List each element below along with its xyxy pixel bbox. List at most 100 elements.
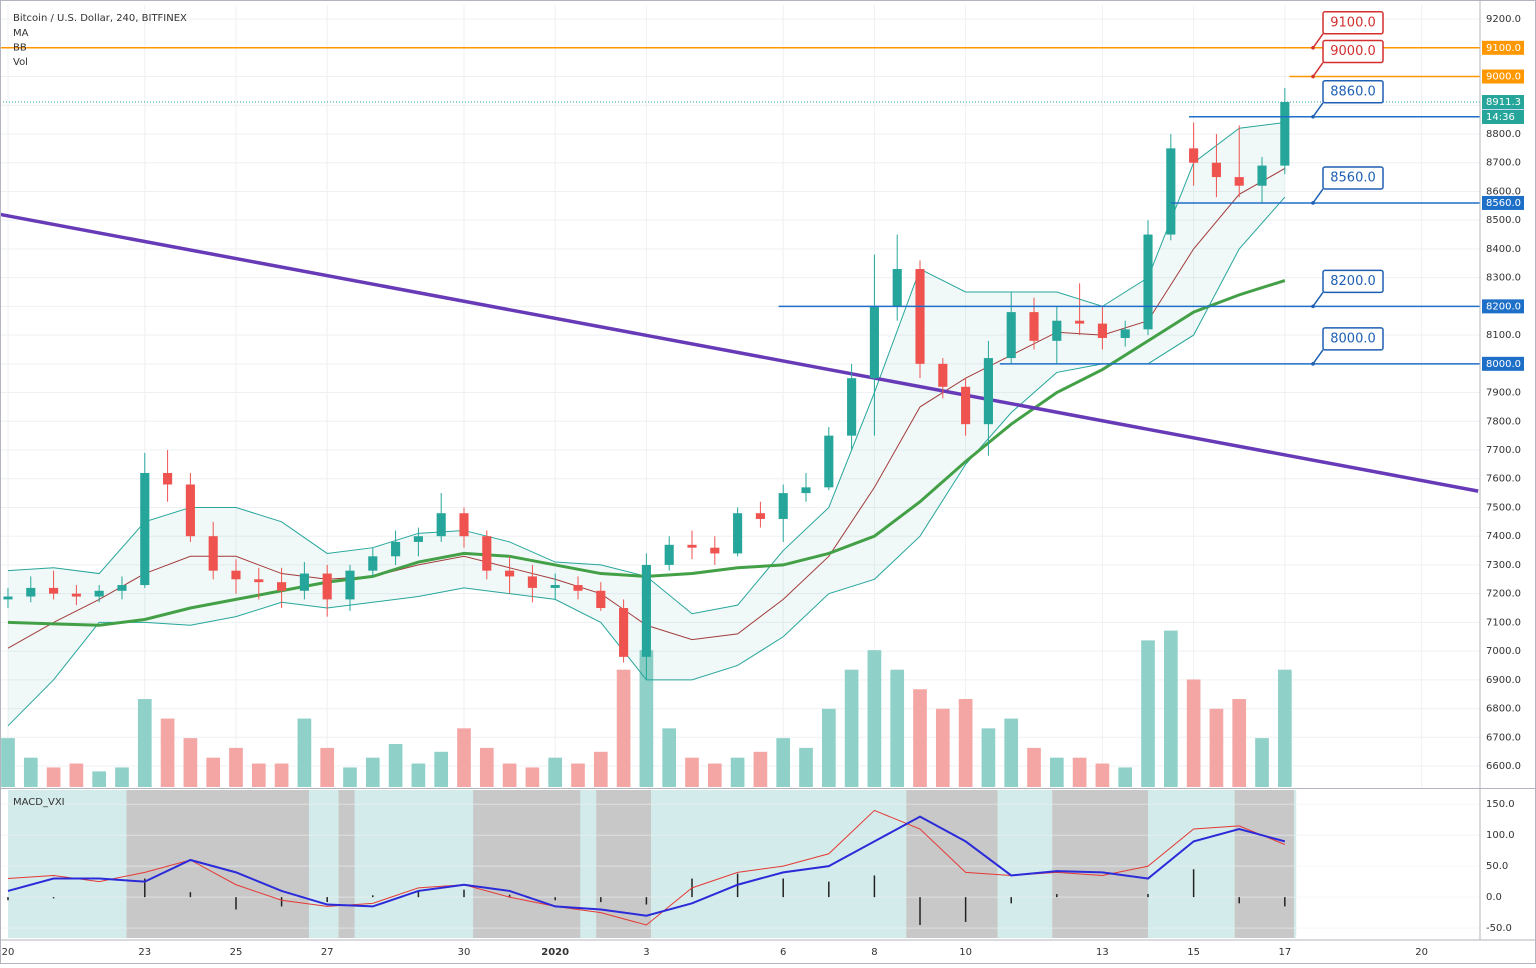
volume-bar (685, 757, 699, 787)
y-tick-label: 7700.0 (1486, 445, 1521, 456)
candle-body (596, 590, 606, 609)
volume-bar (1, 738, 15, 787)
candle-body (231, 570, 241, 580)
axis-badge (1482, 195, 1524, 210)
volume-bar (616, 669, 631, 787)
callout-anchor (1311, 201, 1315, 205)
candle-body (1189, 148, 1199, 163)
overlay-label: BB (13, 43, 27, 54)
volume-bar (160, 718, 175, 787)
volume-bar (913, 689, 927, 787)
y-tick-label: 6600.0 (1486, 761, 1521, 772)
candle-body (619, 608, 629, 657)
y-tick-label: 7600.0 (1486, 474, 1521, 485)
candle-body (1280, 102, 1290, 166)
candle-body (1052, 320, 1062, 341)
macd-zone (126, 790, 309, 938)
callout-box (1322, 39, 1384, 64)
y-tick-label: 7800.0 (1486, 416, 1521, 427)
volume-bar (958, 699, 973, 787)
candle-body (847, 378, 857, 436)
volume-bar (229, 747, 243, 787)
candle-body (527, 576, 537, 588)
volume-bar (411, 763, 426, 787)
callout-box (1322, 327, 1384, 351)
x-tick-label: 3 (643, 947, 649, 958)
candle-body (322, 573, 332, 600)
y-tick-label: 7500.0 (1486, 502, 1521, 513)
candle-body (1257, 165, 1267, 186)
volume-bar (639, 650, 654, 787)
y-tick-label: 7100.0 (1486, 617, 1521, 628)
volume-bar (434, 751, 449, 787)
candle-body (391, 541, 401, 557)
candle-body (140, 472, 150, 586)
candle-body (94, 590, 104, 597)
volume-bar (46, 767, 61, 787)
callout-anchor (1311, 362, 1315, 366)
y-tick-label: 6800.0 (1486, 704, 1521, 715)
callout-pointer (1312, 291, 1324, 307)
volume-bar (343, 767, 357, 787)
candle-body (915, 269, 925, 364)
macd-zone (1234, 790, 1294, 938)
axis-badge (1482, 95, 1524, 110)
volume-bar (1277, 669, 1292, 787)
candle-body (1029, 312, 1039, 341)
macd-line (7, 815, 1286, 917)
axis-badge-label: 8911.3 (1486, 97, 1521, 108)
chart-title: Bitcoin / U.S. Dollar, 240, BITFINEX (13, 13, 187, 24)
volume-bar (935, 708, 950, 787)
callout-pointer (1312, 188, 1324, 204)
volume-bar (867, 650, 882, 787)
volume-bar (799, 747, 813, 787)
candle-body (3, 596, 13, 600)
callout-anchor (1311, 46, 1315, 50)
volume-bar (137, 699, 152, 787)
candle-body (1234, 177, 1244, 186)
candle-body (733, 513, 743, 554)
volume-bar (206, 757, 221, 787)
candle-body (277, 582, 287, 591)
candle-body (345, 570, 355, 600)
candle-body (778, 493, 788, 519)
callout-anchor (1311, 114, 1315, 119)
y-tick-label: 6700.0 (1486, 732, 1521, 743)
volume-bar (890, 669, 905, 787)
axis-badge-label: 8000.0 (1486, 359, 1521, 370)
volume-bar (981, 728, 996, 787)
candle-body (482, 536, 492, 571)
y-tick-label: 8500.0 (1486, 215, 1521, 226)
macd-zone (338, 790, 355, 938)
candle-body (117, 585, 127, 591)
x-tick-label: 30 (458, 947, 471, 958)
x-tick-label: 10 (959, 947, 972, 958)
x-tick-label: 20 (2, 947, 15, 958)
y-tick-label: 7300.0 (1486, 560, 1521, 571)
axis-badge (1482, 299, 1524, 314)
y-tick-label: 8800.0 (1486, 129, 1521, 140)
candle-body (459, 513, 469, 537)
axis-badge-label: 8200.0 (1486, 301, 1521, 312)
callout-label: 8200.0 (1330, 274, 1376, 289)
callout-box (1322, 11, 1384, 35)
overlay-label: Vol (13, 57, 28, 68)
x-tick-label: 15 (1187, 947, 1200, 958)
candle-body (1143, 234, 1153, 330)
y-tick-label: 8100.0 (1486, 330, 1521, 341)
volume-bar (821, 708, 836, 787)
macd-zone (1052, 790, 1149, 938)
candle-body (254, 579, 264, 583)
candle-body (208, 536, 218, 571)
callout-box (1322, 269, 1384, 294)
y-tick-label: 8400.0 (1486, 244, 1521, 255)
x-tick-label: 23 (138, 947, 151, 958)
volume-bar (1118, 767, 1133, 787)
candle-body (49, 587, 59, 594)
candle-body (26, 587, 36, 597)
volume-bar (1255, 738, 1269, 787)
y-tick-label: 8300.0 (1486, 273, 1521, 284)
candle-body (1075, 320, 1085, 324)
overlay-label: MA (13, 28, 29, 39)
